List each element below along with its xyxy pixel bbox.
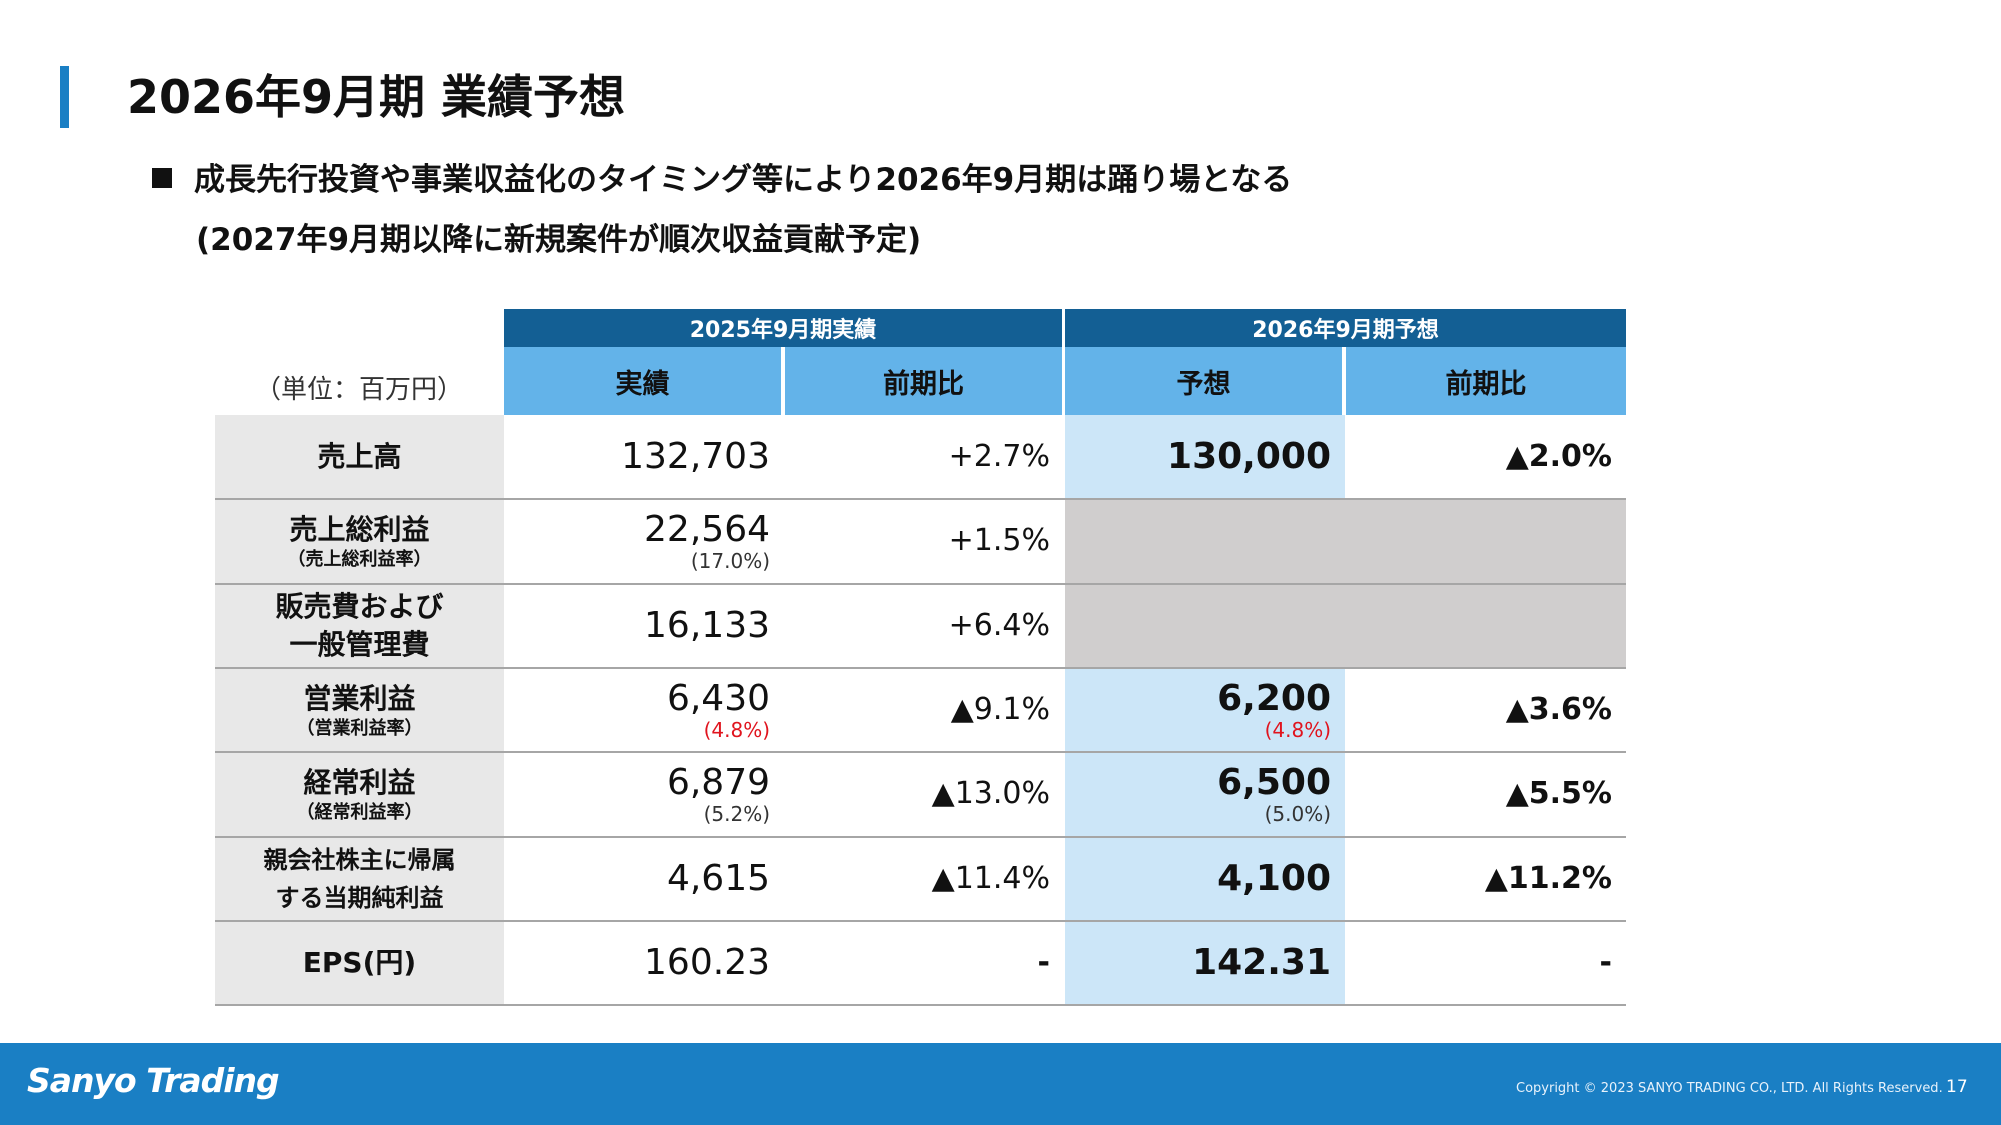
row-label: 経常利益 （経常利益率）	[215, 752, 504, 837]
page-title: 2026年9月期 業績予想	[127, 70, 626, 124]
actual-value: 4,615	[666, 857, 770, 899]
forecast-yoy-cell: ▲2.0%	[1346, 415, 1626, 499]
actual-value: 132,703	[621, 436, 770, 478]
row-sublabel: （売上総利益率）	[287, 549, 432, 571]
row-divider	[215, 498, 1626, 501]
yoy-value: +2.7%	[948, 439, 1050, 475]
row-label-text: 経常利益	[303, 766, 416, 800]
footer: Sanyo Trading Copyright © 2023 SANYO TRA…	[0, 1043, 2001, 1125]
row-divider	[215, 919, 1626, 922]
actual-value: 22,564	[644, 509, 770, 551]
header-forecast: 予想	[1065, 347, 1344, 415]
row-sublabel: （営業利益率）	[296, 718, 423, 740]
actual-value-cell: 4,615	[504, 837, 784, 921]
yoy-cell: +6.4%	[785, 584, 1064, 668]
forecast-value-cell: 130,000	[1065, 415, 1345, 500]
yoy-cell: ▲9.1%	[785, 668, 1064, 752]
actual-value-cell: 132,703	[504, 415, 784, 499]
row-label: EPS(円)	[215, 920, 504, 1006]
yoy-value: -	[1037, 944, 1050, 980]
title-accent-bar	[60, 66, 69, 128]
page-number: 17	[1946, 1077, 1968, 1097]
row-label-text: 営業利益	[303, 682, 416, 716]
header-fy2025-actual: 2025年9月期実績	[504, 309, 1064, 347]
forecast-margin: (4.8%)	[1264, 718, 1331, 743]
table-bottom-rule	[215, 1004, 1626, 1007]
yoy-value: ▲13.0%	[931, 776, 1050, 812]
row-divider	[215, 666, 1626, 669]
forecast-yoy-value: ▲5.5%	[1505, 776, 1612, 812]
actual-value: 6,879	[666, 762, 770, 804]
forecast-yoy-cell: -	[1346, 921, 1626, 1005]
bullet-line-1: 成長先行投資や事業収益化のタイミング等により2026年9月期は踊り場となる	[194, 162, 1293, 198]
copyright: Copyright © 2023 SANYO TRADING CO., LTD.…	[1516, 1081, 1943, 1096]
forecast-value: 6,500	[1217, 762, 1331, 804]
forecast-yoy-value: ▲2.0%	[1505, 439, 1612, 475]
actual-value: 160.23	[644, 941, 770, 983]
actual-value-cell: 16,133	[504, 584, 784, 668]
forecast-yoy-cell: ▲5.5%	[1346, 752, 1626, 836]
forecast-value: 142.31	[1192, 941, 1331, 983]
forecast-yoy-value: ▲11.2%	[1484, 860, 1612, 896]
row-label-line: する当期純利益	[275, 883, 444, 912]
header-yoy: 前期比	[785, 347, 1064, 415]
yoy-cell: -	[785, 921, 1064, 1005]
header-forecast-yoy: 前期比	[1346, 347, 1626, 415]
row-label: 親会社株主に帰属 する当期純利益	[215, 836, 504, 921]
yoy-value: +6.4%	[948, 607, 1050, 643]
row-label: 販売費および 一般管理費	[215, 583, 504, 668]
square-bullet-icon	[152, 168, 172, 188]
actual-margin: (5.2%)	[703, 802, 770, 827]
bullet-text: 成長先行投資や事業収益化のタイミング等により2026年9月期は踊り場となる (2…	[152, 150, 1292, 270]
row-label-line: 親会社株主に帰属	[263, 845, 456, 874]
yoy-cell: +2.7%	[785, 415, 1064, 499]
header-fy2026-forecast: 2026年9月期予想	[1065, 309, 1626, 347]
bullet-line-2: (2027年9月期以降に新規案件が順次収益貢献予定)	[196, 222, 922, 258]
forecast-yoy-value: ▲3.6%	[1505, 692, 1612, 728]
not-forecast-cell	[1065, 499, 1626, 584]
yoy-value: ▲9.1%	[950, 692, 1050, 728]
actual-value-cell: 6,430 (4.8%)	[504, 668, 784, 752]
row-label-text: 売上高	[317, 440, 402, 474]
actual-margin: (17.0%)	[690, 549, 770, 574]
forecast-yoy-cell: ▲3.6%	[1346, 668, 1626, 752]
forecast-value: 130,000	[1167, 436, 1331, 478]
actual-value: 16,133	[644, 604, 770, 646]
actual-value-cell: 22,564 (17.0%)	[504, 499, 784, 583]
yoy-cell: +1.5%	[785, 499, 1064, 583]
row-label-line: 一般管理費	[289, 627, 430, 661]
forecast-value-cell: 6,200 (4.8%)	[1065, 667, 1345, 753]
unit-label: （単位：百万円）	[254, 374, 463, 405]
forecast-yoy-cell: ▲11.2%	[1346, 837, 1626, 921]
yoy-value: +1.5%	[948, 523, 1050, 559]
row-label: 売上高	[215, 415, 504, 500]
company-logo: Sanyo Trading	[27, 1061, 280, 1100]
row-label-text: 売上総利益	[289, 513, 430, 547]
forecast-value: 4,100	[1217, 857, 1331, 899]
forecast-value-cell: 4,100	[1065, 836, 1345, 921]
not-forecast-cell	[1065, 583, 1626, 668]
yoy-value: ▲11.4%	[931, 860, 1050, 896]
row-label: 売上総利益 （売上総利益率）	[215, 499, 504, 584]
yoy-cell: ▲11.4%	[785, 837, 1064, 921]
actual-value-cell: 6,879 (5.2%)	[504, 752, 784, 836]
forecast-value-cell: 6,500 (5.0%)	[1065, 752, 1345, 837]
forecast-yoy-value: -	[1599, 944, 1612, 980]
row-divider	[215, 751, 1626, 754]
row-divider	[215, 582, 1626, 585]
actual-value: 6,430	[666, 678, 770, 720]
forecast-value: 6,200	[1217, 678, 1331, 720]
actual-value-cell: 160.23	[504, 921, 784, 1005]
header-actual: 実績	[504, 347, 783, 415]
row-label-text: EPS(円)	[302, 945, 417, 979]
row-label-line: 販売費および	[275, 589, 444, 623]
row-label: 営業利益 （営業利益率）	[215, 667, 504, 753]
forecast-margin: (5.0%)	[1264, 802, 1331, 827]
row-sublabel: （経常利益率）	[296, 802, 423, 824]
yoy-cell: ▲13.0%	[785, 752, 1064, 836]
row-divider	[215, 835, 1626, 838]
actual-margin: (4.8%)	[703, 718, 770, 743]
forecast-value-cell: 142.31	[1065, 920, 1345, 1006]
